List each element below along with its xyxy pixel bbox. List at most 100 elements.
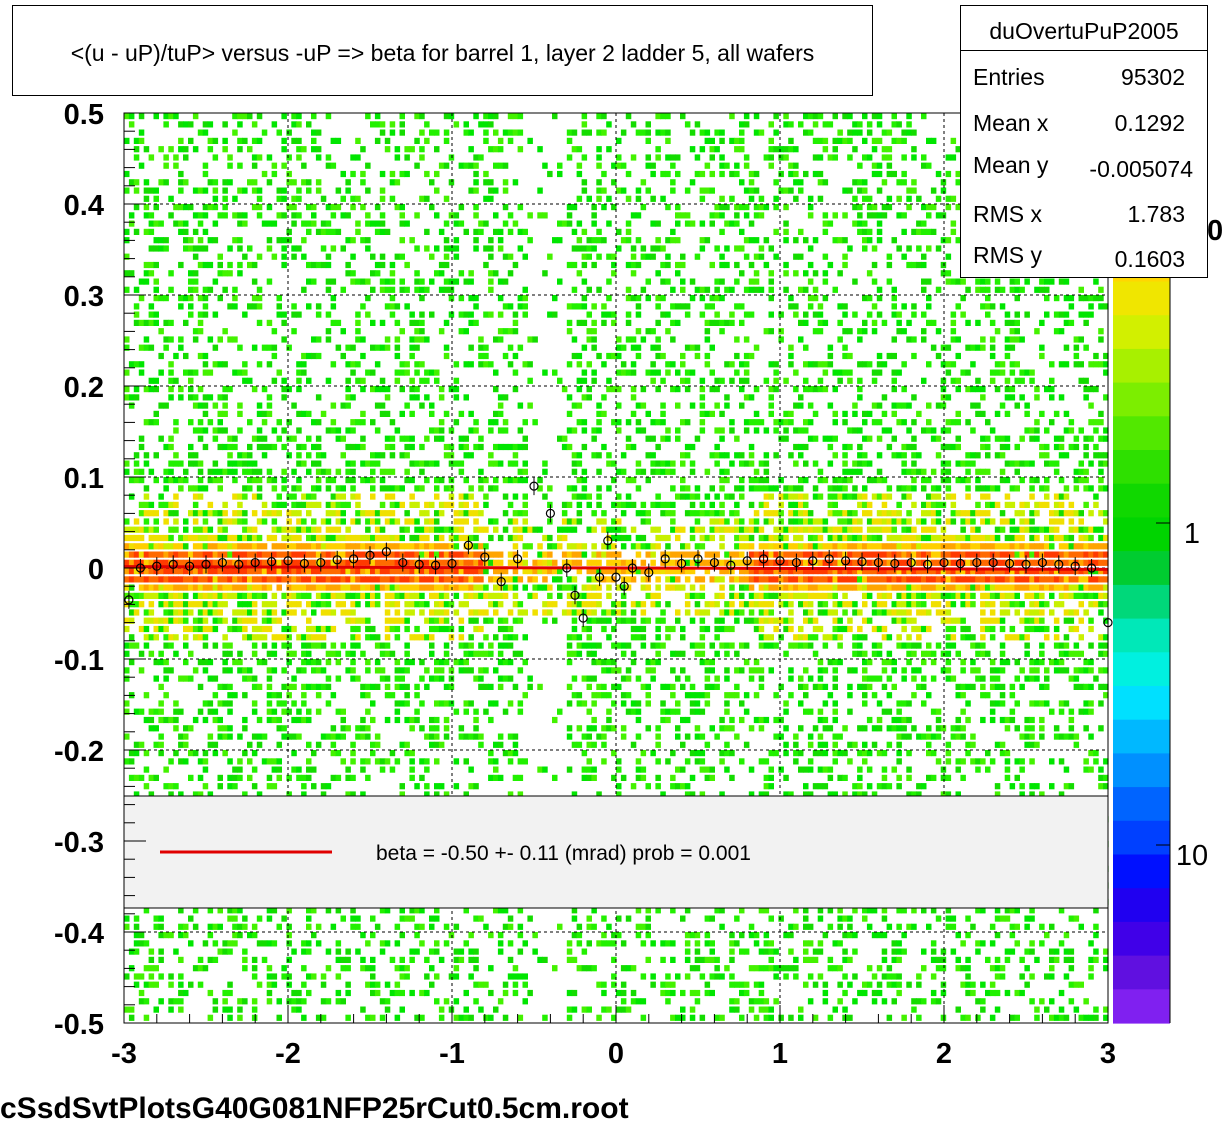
- heatmap-cell: [271, 427, 278, 434]
- heatmap-cell: [379, 584, 386, 591]
- heatmap-cell: [502, 394, 509, 401]
- heatmap-cell: [163, 675, 169, 682]
- heatmap-cell: [281, 377, 287, 384]
- heatmap-cell: [124, 468, 130, 475]
- heatmap-cell: [163, 766, 169, 773]
- heatmap-cell: [547, 543, 553, 550]
- heatmap-cell: [301, 518, 307, 525]
- heatmap-cell: [355, 675, 361, 682]
- heatmap-cell: [222, 468, 228, 475]
- heatmap-cell: [360, 146, 366, 153]
- heatmap-cell: [281, 237, 287, 244]
- heatmap-cell: [365, 601, 371, 608]
- heatmap-cell: [143, 584, 150, 591]
- heatmap-cell: [640, 543, 647, 550]
- heatmap-cell: [192, 716, 199, 724]
- heatmap-cell: [384, 617, 391, 624]
- heatmap-cell: [330, 526, 337, 533]
- heatmap-cell: [384, 601, 391, 608]
- heatmap-cell: [256, 576, 263, 583]
- heatmap-cell: [271, 559, 278, 566]
- heatmap-cell: [306, 642, 312, 649]
- heatmap-cell: [512, 179, 519, 186]
- heatmap-cell: [256, 410, 263, 417]
- heatmap-cell: [261, 435, 268, 442]
- heatmap-cell: [306, 220, 312, 227]
- heatmap-cell: [409, 551, 415, 558]
- heatmap-cell: [330, 650, 337, 657]
- heatmap-cell: [374, 634, 381, 641]
- heatmap-cell: [438, 568, 445, 575]
- heatmap-cell: [311, 212, 317, 219]
- heatmap-cell: [675, 493, 681, 500]
- heatmap-cell: [232, 568, 238, 575]
- heatmap-cell: [384, 137, 391, 144]
- heatmap-cell: [630, 700, 637, 707]
- heatmap-cell: [576, 601, 583, 608]
- heatmap-cell: [512, 973, 519, 980]
- heatmap-cell: [256, 584, 263, 591]
- heatmap-cell: [222, 394, 228, 401]
- heatmap-cell: [620, 237, 627, 244]
- heatmap-cell: [566, 485, 573, 492]
- heatmap-cell: [192, 485, 199, 492]
- heatmap-cell: [473, 956, 479, 963]
- heatmap-cell: [399, 501, 405, 508]
- heatmap-cell: [616, 1006, 622, 1013]
- heatmap-cell: [468, 129, 474, 136]
- heatmap-cell: [493, 477, 499, 484]
- heatmap-cell: [699, 766, 706, 773]
- heatmap-cell: [453, 543, 460, 550]
- heatmap-cell: [399, 220, 405, 227]
- heatmap-cell: [192, 526, 199, 533]
- heatmap-cell: [360, 592, 366, 599]
- heatmap-cell: [173, 510, 179, 517]
- heatmap-cell: [242, 137, 248, 144]
- heatmap-cell: [124, 460, 130, 467]
- heatmap-cell: [301, 584, 307, 591]
- heatmap-cell: [399, 915, 405, 922]
- heatmap-cell: [424, 534, 430, 542]
- heatmap-cell: [153, 725, 159, 732]
- heatmap-cell: [488, 932, 494, 939]
- heatmap-cell: [345, 386, 351, 393]
- heatmap-cell: [625, 113, 632, 120]
- heatmap-cell: [650, 195, 656, 202]
- heatmap-cell: [320, 667, 327, 674]
- heatmap-cell: [566, 394, 573, 401]
- heatmap-cell: [394, 940, 401, 947]
- heatmap-cell: [276, 419, 282, 426]
- heatmap-cell: [143, 692, 150, 699]
- heatmap-cell: [404, 650, 410, 657]
- heatmap-cell: [340, 733, 346, 740]
- heatmap-cell: [276, 237, 282, 244]
- heatmap-cell: [468, 617, 474, 624]
- heatmap-cell: [237, 774, 243, 781]
- heatmap-cell: [699, 956, 706, 963]
- heatmap-cell: [394, 716, 401, 724]
- heatmap-cell: [591, 303, 597, 310]
- heatmap-cell: [276, 303, 282, 310]
- heatmap-cell: [384, 642, 391, 649]
- heatmap-cell: [271, 220, 278, 227]
- heatmap-cell: [291, 121, 297, 128]
- heatmap-cell: [414, 551, 420, 558]
- heatmap-cell: [694, 485, 701, 492]
- heatmap-cell: [547, 253, 553, 260]
- heatmap-cell: [458, 220, 465, 227]
- heatmap-cell: [414, 270, 420, 277]
- heatmap-cell: [443, 700, 450, 707]
- heatmap-cell: [611, 750, 617, 757]
- heatmap-cell: [581, 179, 588, 186]
- heatmap-cell: [566, 989, 573, 997]
- heatmap-cell: [124, 708, 130, 715]
- heatmap-cell: [497, 137, 504, 144]
- heatmap-cell: [547, 534, 553, 542]
- heatmap-cell: [192, 592, 199, 599]
- heatmap-cell: [350, 675, 356, 682]
- heatmap-cell: [320, 733, 327, 740]
- heatmap-cell: [561, 435, 568, 442]
- heatmap-cell: [591, 907, 597, 914]
- heatmap-cell: [620, 468, 627, 475]
- heatmap-cell: [281, 733, 287, 740]
